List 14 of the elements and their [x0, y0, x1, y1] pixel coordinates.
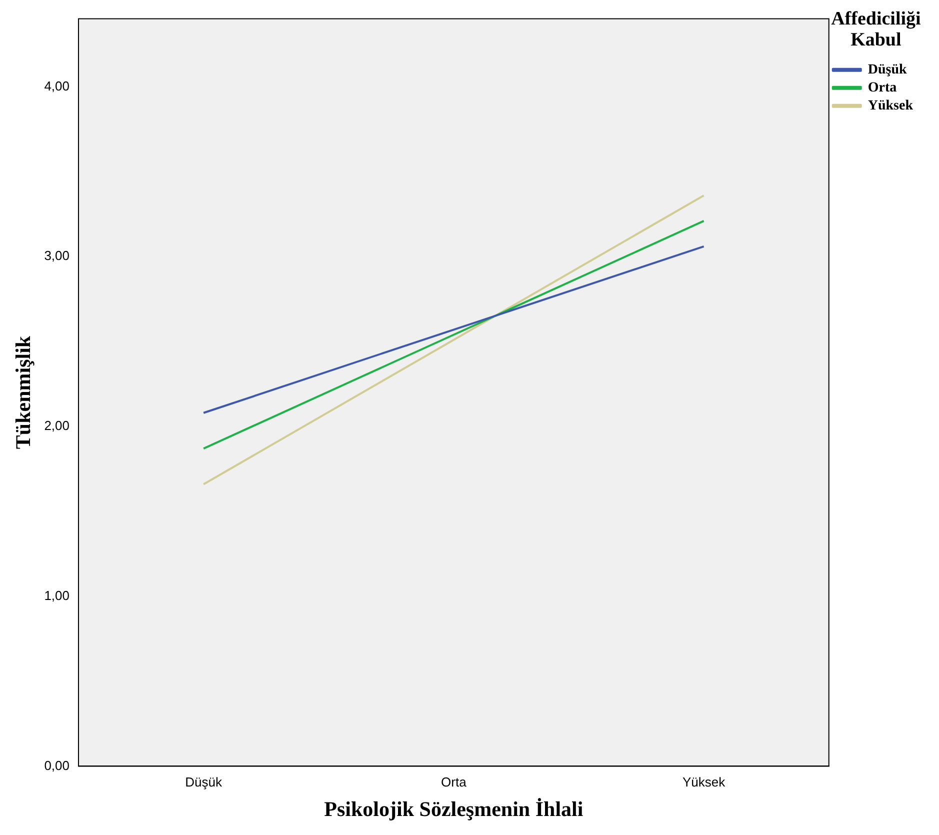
y-tick-label: 4,00 [44, 78, 70, 94]
x-tick-label: Düşük [185, 774, 222, 790]
legend-title: Affediciliği Kabul [831, 8, 921, 50]
x-tick-label: Yüksek [682, 774, 726, 790]
x-tick-label: Orta [441, 774, 468, 790]
legend-label: Yüksek [868, 98, 914, 114]
legend-label: Düşük [868, 62, 907, 78]
y-tick-label: 3,00 [44, 248, 70, 264]
y-tick-label: 0,00 [44, 758, 70, 773]
y-tick-label: 2,00 [44, 418, 70, 434]
legend-label: Orta [868, 80, 897, 96]
y-axis-title: Tükenmişlik [11, 336, 36, 450]
y-tick-label: 1,00 [44, 588, 70, 603]
x-axis-title: Psikolojik Sözleşmenin İhlali [324, 796, 584, 821]
